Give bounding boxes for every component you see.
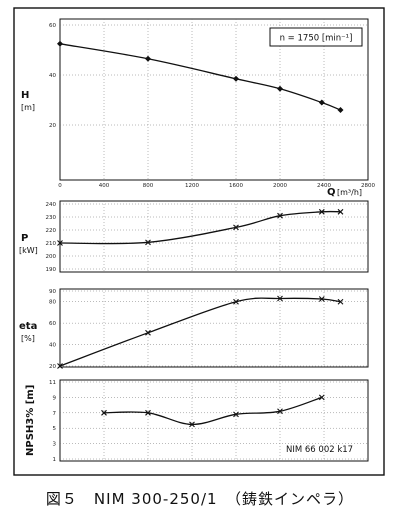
data-point-eta — [318, 296, 325, 302]
y-tick-label: 210 — [46, 241, 57, 247]
y-tick-label: 9 — [53, 395, 57, 401]
curve-eta — [59, 297, 341, 367]
x-tick-label: 2400 — [317, 183, 331, 189]
y-tick-label: 190 — [46, 267, 57, 273]
y-tick-label: 40 — [49, 343, 56, 349]
x-tick-label: 2000 — [273, 183, 287, 189]
speed-label: n = 1750 [min⁻¹] — [280, 34, 353, 44]
data-point-p — [337, 208, 344, 215]
y-tick-label: 3 — [53, 442, 57, 448]
y-tick-label: 20 — [49, 364, 56, 370]
y-tick-label: 80 — [49, 300, 56, 306]
x-tick-label: 1600 — [229, 183, 243, 189]
y-tick-label: 220 — [46, 228, 57, 234]
x-tick-label: 1200 — [185, 183, 199, 189]
p-axis-unit: [kW] — [19, 246, 38, 255]
panel-frame-p — [59, 200, 369, 273]
data-point-p — [318, 208, 325, 215]
data-point-p — [145, 239, 151, 246]
y-tick-label: 40 — [49, 73, 56, 79]
x-tick-label: 0 — [58, 183, 62, 189]
x-tick-label: 400 — [99, 183, 110, 189]
data-point-eta — [145, 329, 151, 336]
data-point-npsh — [189, 421, 195, 428]
h-axis-unit: [m] — [21, 103, 35, 112]
data-point-h — [233, 75, 239, 82]
curve-npsh — [103, 396, 323, 426]
model-note: NIM 66 002 k17 — [286, 445, 353, 455]
curve-p — [59, 210, 341, 245]
data-point-h — [277, 85, 283, 92]
data-point-npsh — [101, 409, 107, 416]
data-point-p — [57, 240, 63, 246]
curve-h — [59, 43, 341, 111]
y-tick-label: 60 — [49, 23, 56, 29]
y-tick-label: 240 — [46, 202, 57, 208]
y-tick-label: 20 — [49, 123, 56, 129]
speed-box — [269, 27, 363, 47]
data-point-p — [277, 212, 283, 219]
q-axis-unit: [m³/h] — [337, 188, 362, 197]
data-point-npsh — [145, 409, 151, 416]
y-tick-label: 230 — [46, 215, 57, 221]
data-point-npsh — [233, 411, 239, 418]
data-point-npsh — [318, 394, 325, 401]
data-point-eta — [337, 298, 344, 305]
outer-frame — [13, 7, 385, 476]
y-tick-label: 90 — [49, 289, 56, 295]
y-tick-label: 200 — [46, 254, 57, 260]
data-point-eta — [277, 295, 283, 302]
panel-frame-npsh — [59, 379, 369, 462]
eta-axis-unit: [%] — [21, 334, 35, 343]
y-tick-label: 7 — [53, 411, 57, 417]
x-tick-label: 2800 — [361, 183, 375, 189]
eta-axis-label: eta — [19, 321, 37, 332]
q-axis-label: Q — [327, 187, 336, 198]
figure-caption: 図５ NIM 300-250/1 （鋳鉄インペラ） — [45, 490, 355, 508]
y-tick-label: 5 — [53, 426, 57, 432]
y-tick-label: 1 — [53, 457, 57, 463]
data-point-h — [337, 107, 344, 113]
x-tick-label: 800 — [143, 183, 154, 189]
data-point-eta — [57, 363, 63, 369]
data-point-p — [233, 224, 239, 231]
h-axis-label: H — [21, 90, 29, 101]
panel-frame-h — [59, 18, 369, 181]
y-tick-label: 11 — [49, 380, 56, 386]
data-point-h — [318, 99, 325, 106]
panel-frame-eta — [59, 288, 369, 368]
data-point-npsh — [277, 408, 283, 415]
data-point-eta — [233, 298, 239, 305]
npsh-axis-label: NPSH3% [m] — [25, 385, 36, 456]
y-tick-label: 60 — [49, 321, 56, 327]
data-point-h — [57, 40, 63, 47]
p-axis-label: P — [21, 233, 28, 244]
data-point-h — [145, 55, 151, 62]
